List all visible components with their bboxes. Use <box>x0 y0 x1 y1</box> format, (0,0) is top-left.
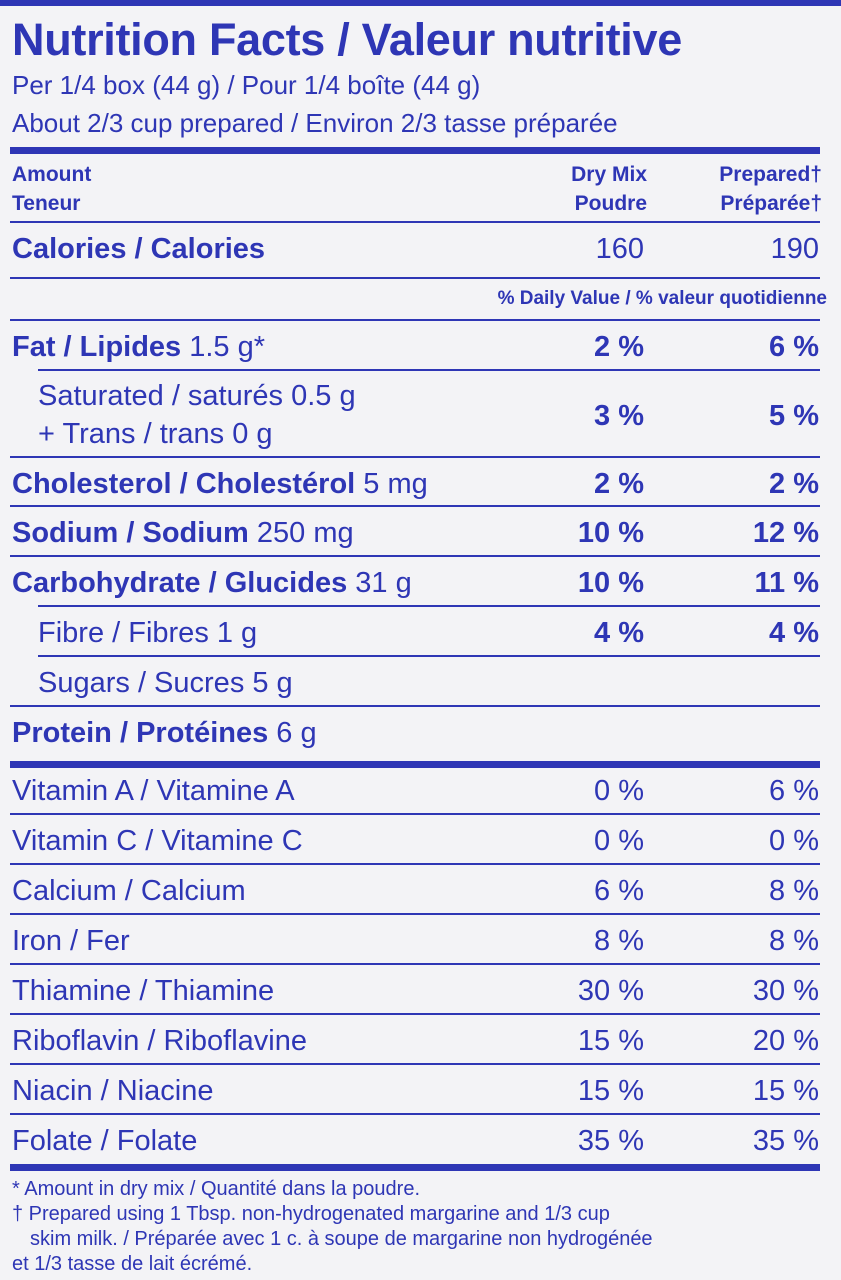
calcium-prepared: 8 % <box>769 875 819 907</box>
divider <box>10 963 820 965</box>
panel-title: Nutrition Facts / Valeur nutritive <box>12 14 682 65</box>
riboflavin-dry: 15 % <box>577 1025 644 1057</box>
calories-dry: 160 <box>595 233 644 265</box>
header-prepared: Prepared† Préparée† <box>719 163 822 215</box>
calories-label: Calories / Calories <box>12 233 266 265</box>
divider <box>10 705 820 707</box>
calories-prepared: 190 <box>770 233 819 265</box>
footnote-prepared: † Prepared using 1 Tbsp. non-hydrogenate… <box>12 1203 610 1225</box>
fat-prepared: 6 % <box>769 331 819 363</box>
header-dry-mix: Dry Mix Poudre <box>571 163 647 215</box>
iron: Iron / Fer <box>12 925 130 957</box>
fibre-dry: 4 % <box>594 617 644 649</box>
niacin-dry: 15 % <box>577 1075 644 1107</box>
vitamin-a: Vitamin A / Vitamine A <box>12 775 295 807</box>
divider <box>10 456 820 458</box>
saturated-dry: 3 % <box>594 400 644 432</box>
divider <box>10 319 820 321</box>
header-amount: Amount Teneur <box>12 163 92 215</box>
divider <box>38 369 820 371</box>
divider <box>10 863 820 865</box>
folate-prepared: 35 % <box>752 1125 819 1157</box>
riboflavin-prepared: 20 % <box>752 1025 819 1057</box>
thiamine-prepared: 30 % <box>752 975 819 1007</box>
riboflavin: Riboflavin / Riboflavine <box>12 1025 307 1057</box>
thiamine-dry: 30 % <box>577 975 644 1007</box>
thick-rule <box>10 147 820 154</box>
sodium-prepared: 12 % <box>752 517 819 549</box>
niacin-prepared: 15 % <box>752 1075 819 1107</box>
footnote-prepared-end: et 1/3 tasse de lait écrémé. <box>12 1253 253 1275</box>
serving-size: Per 1/4 box (44 g) / Pour 1/4 boîte (44 … <box>12 70 481 100</box>
vitamin-c-dry: 0 % <box>594 825 644 857</box>
vitamin-a-prepared: 6 % <box>769 775 819 807</box>
divider <box>10 1063 820 1065</box>
nutrient-trans: + Trans / trans 0 g <box>38 418 273 450</box>
carbohydrate-dry: 10 % <box>577 567 644 599</box>
cholesterol-prepared: 2 % <box>769 468 819 500</box>
nutrient-sugars: Sugars / Sucres 5 g <box>38 667 293 699</box>
folate-dry: 35 % <box>577 1125 644 1157</box>
vitamin-a-dry: 0 % <box>594 775 644 807</box>
vitamin-c-prepared: 0 % <box>769 825 819 857</box>
divider <box>38 655 820 657</box>
nutrient-carbohydrate: Carbohydrate / Glucides 31 g <box>12 567 412 599</box>
serving-prepared: About 2/3 cup prepared / Environ 2/3 tas… <box>12 108 618 138</box>
folate: Folate / Folate <box>12 1125 198 1157</box>
divider <box>10 555 820 557</box>
divider <box>10 1113 820 1115</box>
iron-dry: 8 % <box>594 925 644 957</box>
nutrient-protein: Protein / Protéines 6 g <box>12 717 317 749</box>
nutrient-cholesterol: Cholesterol / Cholestérol 5 mg <box>12 468 428 500</box>
nutrient-fibre: Fibre / Fibres 1 g <box>38 617 258 649</box>
fibre-prepared: 4 % <box>769 617 819 649</box>
sodium-dry: 10 % <box>577 517 644 549</box>
divider <box>10 505 820 507</box>
carbohydrate-prepared: 11 % <box>754 567 820 599</box>
nutrient-sodium: Sodium / Sodium 250 mg <box>12 517 354 549</box>
thick-rule <box>10 1164 820 1171</box>
daily-value-heading: % Daily Value / % valeur quotidienne <box>497 288 827 309</box>
thick-rule <box>10 761 820 768</box>
nutrient-saturated: Saturated / saturés 0.5 g <box>38 380 356 412</box>
niacin: Niacin / Niacine <box>12 1075 214 1107</box>
calcium-dry: 6 % <box>594 875 644 907</box>
thiamine: Thiamine / Thiamine <box>12 975 275 1007</box>
divider <box>10 1013 820 1015</box>
divider <box>10 221 820 223</box>
iron-prepared: 8 % <box>769 925 819 957</box>
divider <box>10 813 820 815</box>
divider <box>10 277 820 279</box>
nutrient-fat: Fat / Lipides 1.5 g* <box>12 331 266 363</box>
saturated-prepared: 5 % <box>769 400 819 432</box>
top-border <box>0 0 841 6</box>
calcium: Calcium / Calcium <box>12 875 246 907</box>
fat-dry: 2 % <box>594 331 644 363</box>
divider <box>10 913 820 915</box>
footnote-prepared-cont: skim milk. / Préparée avec 1 c. à soupe … <box>30 1228 653 1250</box>
vitamin-c: Vitamin C / Vitamine C <box>12 825 303 857</box>
footnote-dry-mix: * Amount in dry mix / Quantité dans la p… <box>12 1178 420 1200</box>
cholesterol-dry: 2 % <box>594 468 644 500</box>
divider <box>38 605 820 607</box>
